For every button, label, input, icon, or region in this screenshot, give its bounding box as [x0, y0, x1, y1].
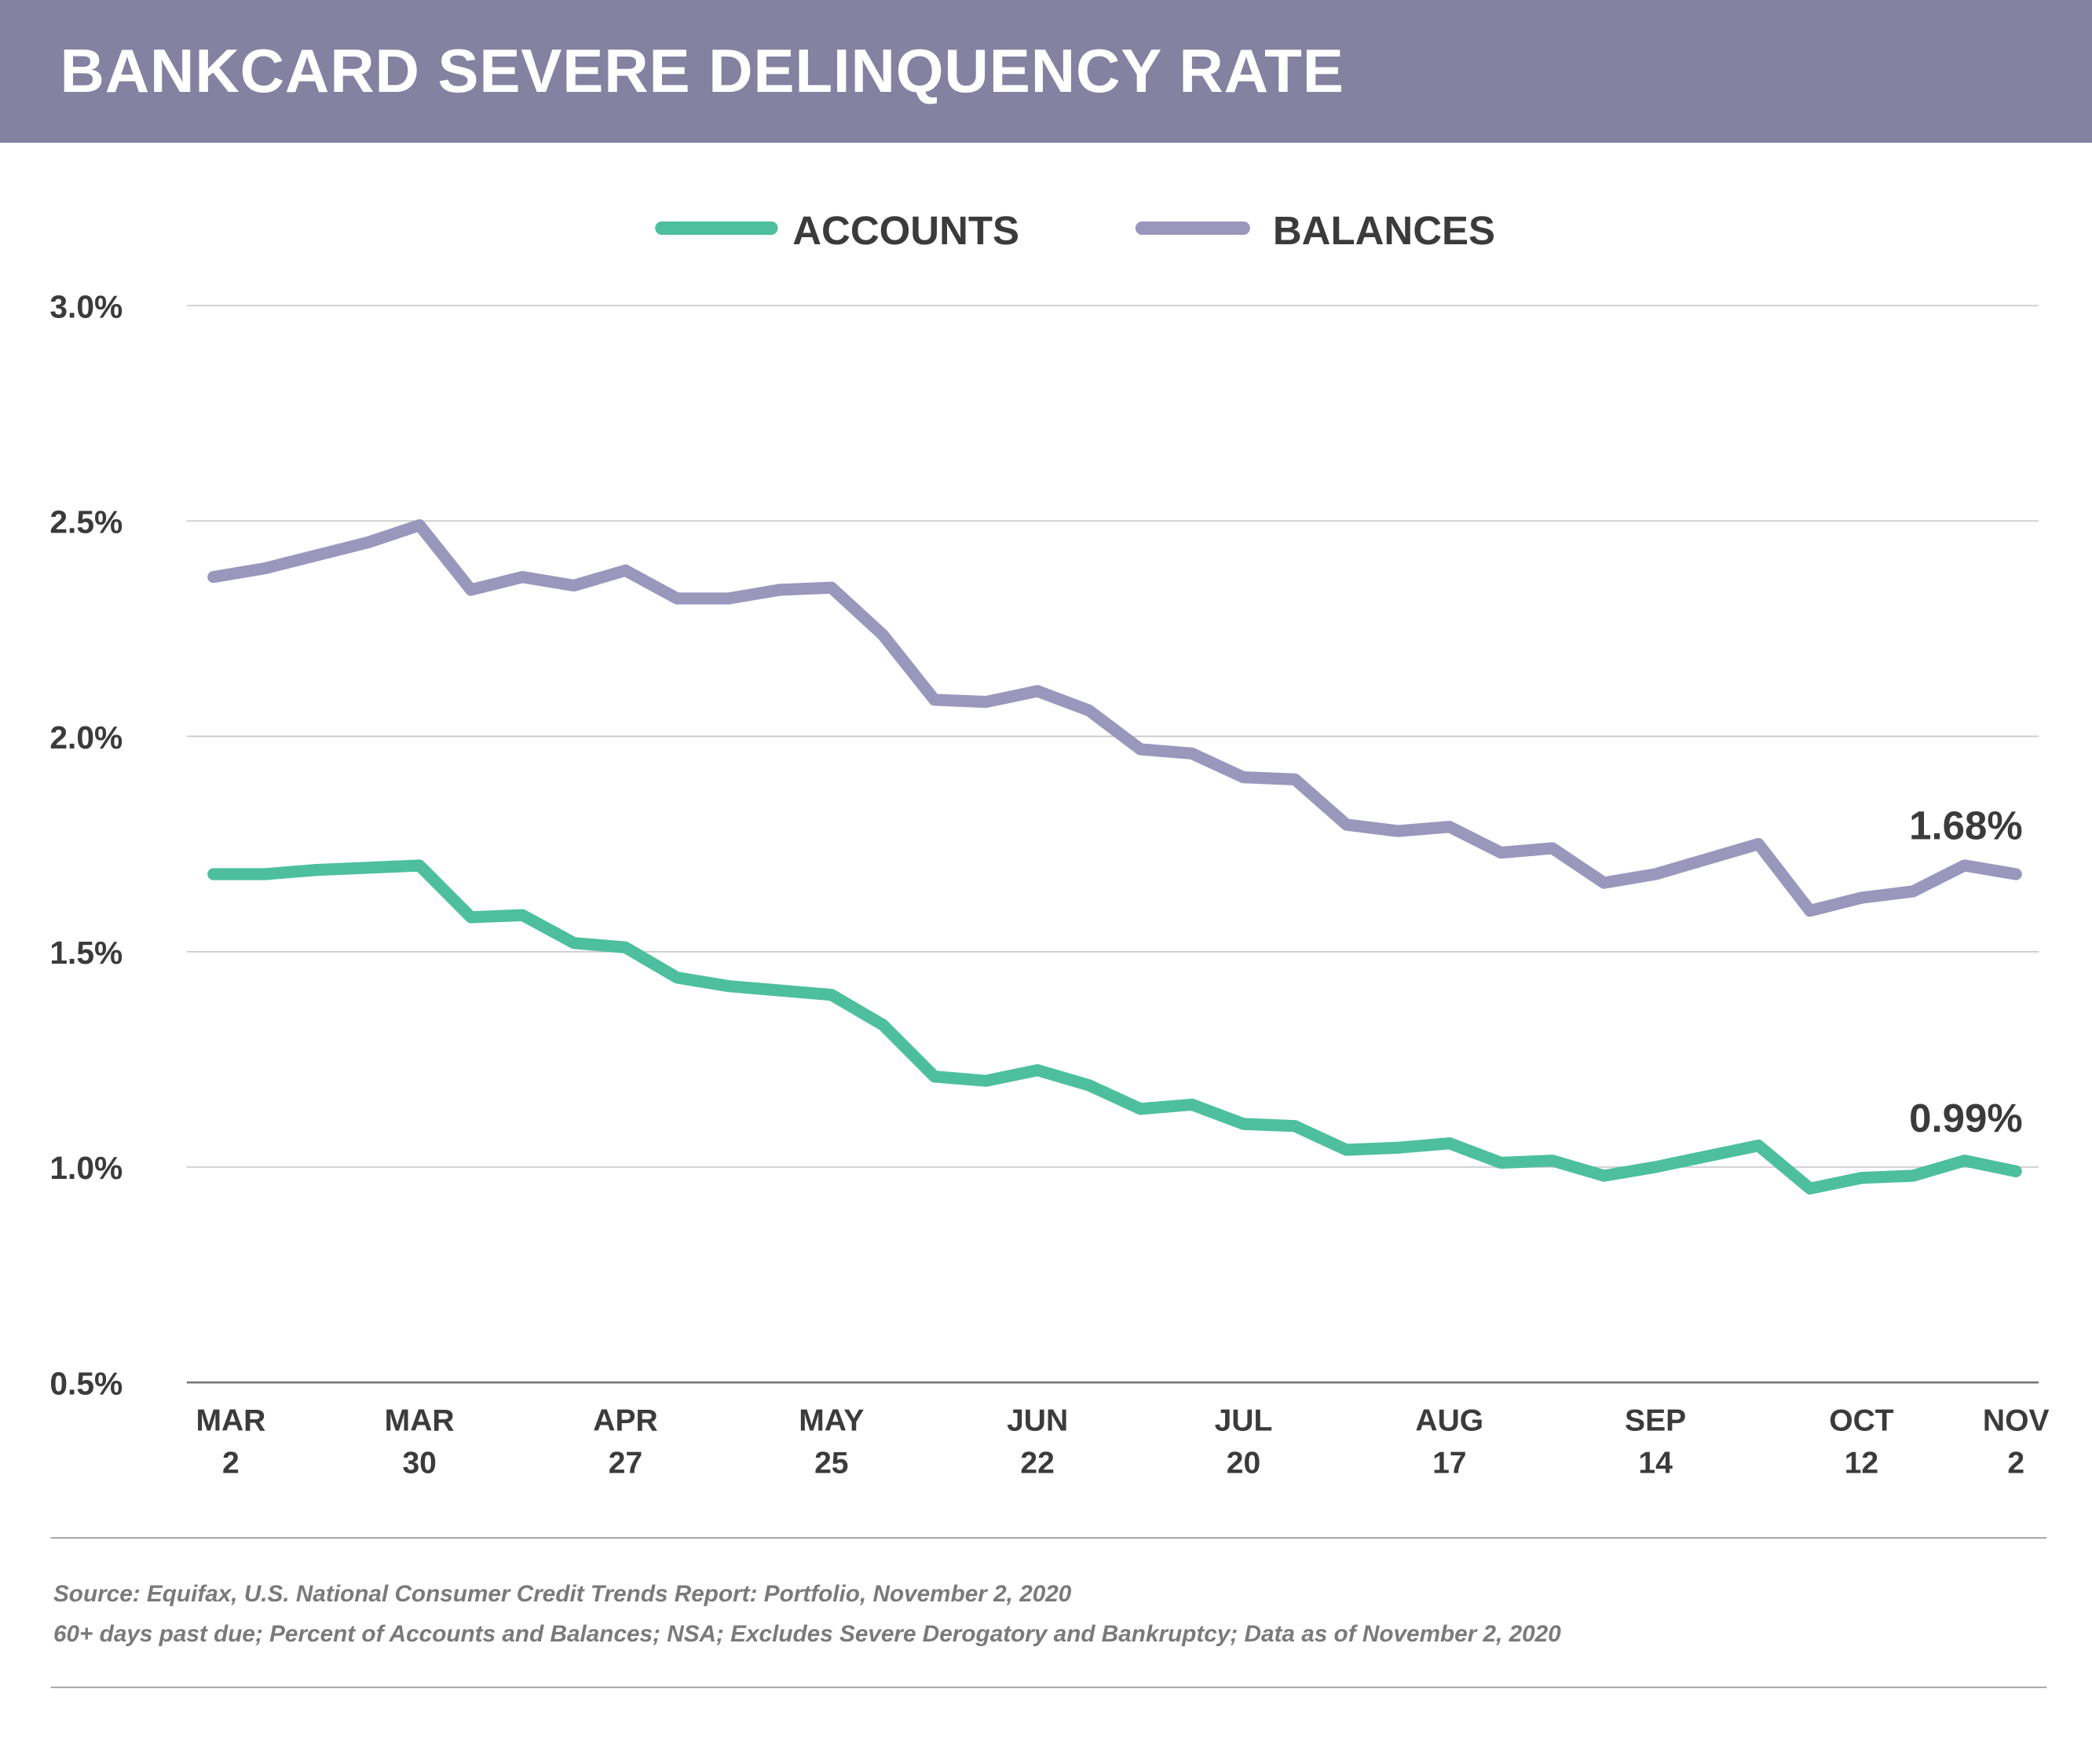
y-tick-label: 2.0%: [49, 719, 123, 756]
legend-label-accounts: ACCOUNTS: [792, 208, 1019, 253]
x-tick-month: OCT: [1829, 1404, 1894, 1437]
x-tick-label: AUG 17: [1415, 1404, 1483, 1480]
x-tick-label: OCT 12: [1829, 1404, 1894, 1480]
x-tick-month: APR: [593, 1404, 657, 1437]
x-tick-day: 12: [1845, 1447, 1878, 1480]
data-note: 60+ days past due; Percent of Accounts a…: [53, 1619, 1561, 1647]
legend: ACCOUNTS BALANCES: [655, 208, 1495, 253]
x-tick-month: NOV: [1983, 1404, 2050, 1437]
x-tick-label: MAR 30: [385, 1404, 455, 1480]
source-note: Source: Equifax, U.S. National Consumer …: [53, 1579, 1072, 1607]
x-tick-month: SEP: [1625, 1404, 1686, 1437]
chart-title: BANKCARD SEVERE DELINQUENCY RATE: [60, 35, 1344, 106]
x-tick-month: MAY: [799, 1404, 864, 1437]
x-tick-label: MAY 25: [799, 1404, 864, 1480]
series-line-balances: [207, 519, 2022, 917]
end-label-balances: 1.68%: [1909, 803, 2023, 848]
x-tick-label: JUN 22: [1007, 1404, 1068, 1480]
x-tick-day: 27: [609, 1447, 642, 1480]
x-tick-label: APR 27: [593, 1404, 657, 1480]
x-tick-day: 22: [1020, 1447, 1054, 1480]
title-banner: BANKCARD SEVERE DELINQUENCY RATE: [0, 0, 2092, 143]
x-tick-label: NOV 2: [1983, 1404, 2050, 1480]
y-tick-label: 1.0%: [49, 1150, 123, 1186]
x-tick-label: JUL 20: [1215, 1404, 1273, 1480]
x-tick-month: JUN: [1007, 1404, 1068, 1437]
x-tick-month: MAR: [196, 1404, 265, 1437]
x-tick-day: 25: [814, 1447, 848, 1480]
x-tick-day: 2: [222, 1447, 240, 1480]
x-tick-month: JUL: [1215, 1404, 1273, 1437]
legend-label-balances: BALANCES: [1273, 208, 1495, 253]
x-tick-month: MAR: [385, 1404, 455, 1437]
footer-divider-top: [50, 1537, 2047, 1539]
x-tick-label: MAR 2: [196, 1404, 265, 1480]
x-tick-day: 14: [1638, 1447, 1673, 1480]
y-tick-label: 3.0%: [49, 288, 123, 324]
end-label-accounts: 0.99%: [1909, 1096, 2023, 1140]
series-line-accounts: [207, 859, 2022, 1195]
footer-divider-bottom: [50, 1686, 2047, 1689]
y-tick-label: 1.5%: [49, 935, 123, 971]
y-tick-label: 0.5%: [49, 1365, 123, 1401]
x-tick-label: SEP 14: [1625, 1404, 1686, 1480]
y-tick-label: 2.5%: [49, 504, 123, 540]
x-tick-day: 30: [402, 1447, 436, 1480]
x-tick-day: 2: [2007, 1447, 2024, 1480]
x-tick-month: AUG: [1415, 1404, 1483, 1437]
x-tick-day: 20: [1227, 1447, 1260, 1480]
x-tick-day: 17: [1432, 1447, 1466, 1480]
